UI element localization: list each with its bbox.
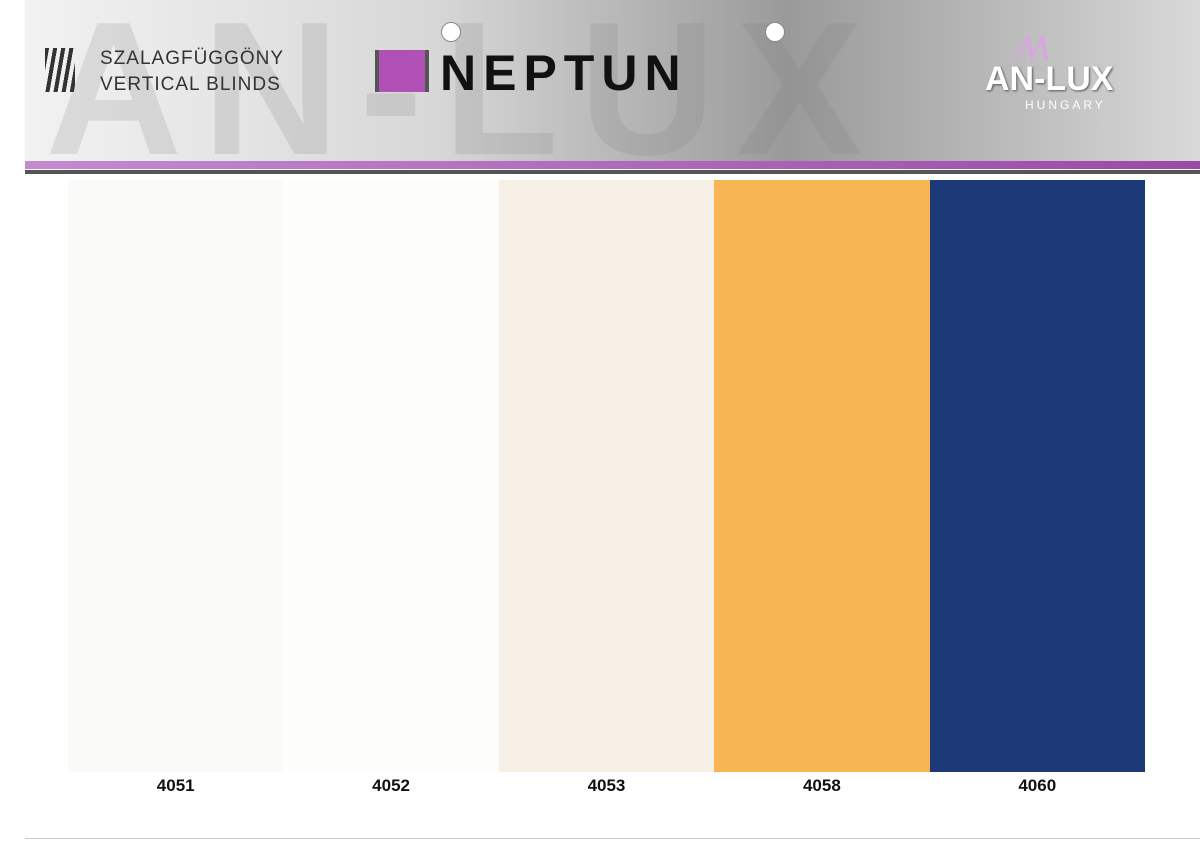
punch-hole — [441, 22, 461, 42]
swatches — [68, 180, 1145, 772]
swatch-code: 4053 — [587, 776, 626, 795]
swatch-code: 4058 — [802, 776, 841, 795]
punch-hole — [765, 22, 785, 42]
swatch — [498, 180, 715, 772]
category-line: VERTICAL BLINDS — [100, 74, 281, 95]
brand-sub: HUNGARY — [1025, 98, 1106, 112]
bottom-rule — [25, 838, 1200, 839]
title: NEPTUN — [440, 45, 688, 101]
header: AN-LUX SZALAGFÜGGÖNY VERTICAL BLINDS NEP… — [25, 0, 1200, 163]
stripe — [25, 161, 1200, 169]
divider — [25, 170, 1200, 174]
swatch — [283, 180, 499, 772]
blinds-icon — [45, 48, 75, 92]
logo-mark: ⁄\⁄\ — [1020, 30, 1049, 66]
color-chip — [375, 50, 429, 92]
swatch — [68, 180, 284, 772]
swatch-code: 4052 — [372, 776, 410, 795]
swatch-code: 4060 — [1018, 776, 1057, 795]
swatch — [929, 180, 1145, 772]
brand: AN-LUX — [985, 60, 1114, 98]
category-line: SZALAGFÜGGÖNY — [100, 48, 285, 69]
swatch-labels: 4051 4052 4053 4058 4060 — [68, 776, 1145, 796]
swatch-code: 4051 — [156, 776, 195, 795]
swatch — [714, 180, 930, 772]
